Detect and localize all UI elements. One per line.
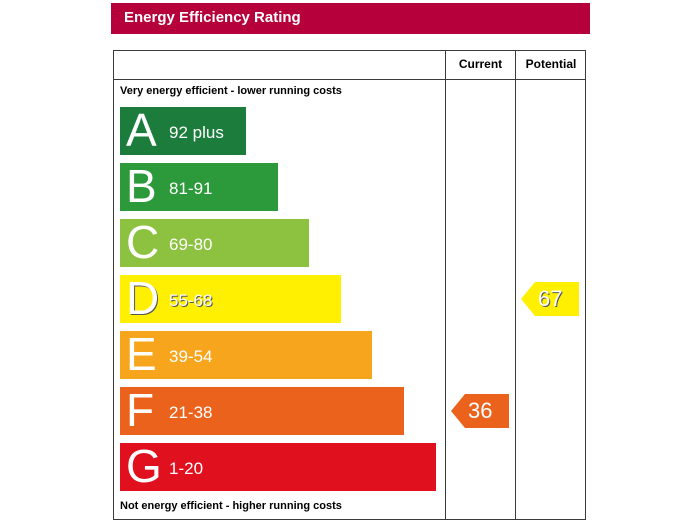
band-f-range: 21-38: [169, 403, 213, 422]
band-a-range: 92 plus: [169, 123, 224, 142]
band-d-range: 55-68: [169, 291, 213, 310]
column-divider-current: [445, 50, 446, 520]
band-c-range: 69-80: [169, 235, 213, 254]
band-e: E 39-54: [120, 328, 372, 380]
band-a-letter: A: [126, 104, 157, 156]
header-bar: Energy Efficiency Rating: [111, 3, 590, 34]
potential-rating-value: 67: [538, 286, 563, 311]
current-column-header: Current: [458, 57, 503, 71]
page-title: Energy Efficiency Rating: [124, 9, 301, 26]
band-a: A 92 plus: [120, 104, 246, 156]
band-b-range: 81-91: [169, 179, 213, 198]
band-e-letter: E: [126, 328, 157, 380]
current-rating-value: 36: [468, 398, 493, 423]
column-divider-potential: [515, 50, 516, 520]
potential-column-header: Potential: [525, 57, 577, 71]
current-arrow-shape: [451, 394, 509, 428]
rating-table-frame: [113, 50, 586, 520]
band-f-letter: F: [126, 384, 155, 436]
top-note: Very energy efficient - lower running co…: [120, 85, 342, 97]
band-c-letter: C: [126, 216, 160, 268]
header-divider: [113, 79, 586, 80]
bottom-note: Not energy efficient - higher running co…: [120, 500, 342, 512]
band-g: G 1-20: [120, 440, 436, 492]
band-f: F 21-38: [120, 384, 404, 436]
band-d: D 55-68: [120, 272, 341, 324]
band-g-letter: G: [126, 440, 162, 492]
band-c: C 69-80: [120, 216, 309, 268]
band-e-range: 39-54: [169, 347, 213, 366]
band-g-range: 1-20: [169, 459, 204, 478]
band-d-letter: D: [126, 272, 160, 324]
band-b: B 81-91: [120, 160, 278, 212]
potential-arrow-shape: [521, 282, 579, 316]
band-b-letter: B: [126, 160, 157, 212]
